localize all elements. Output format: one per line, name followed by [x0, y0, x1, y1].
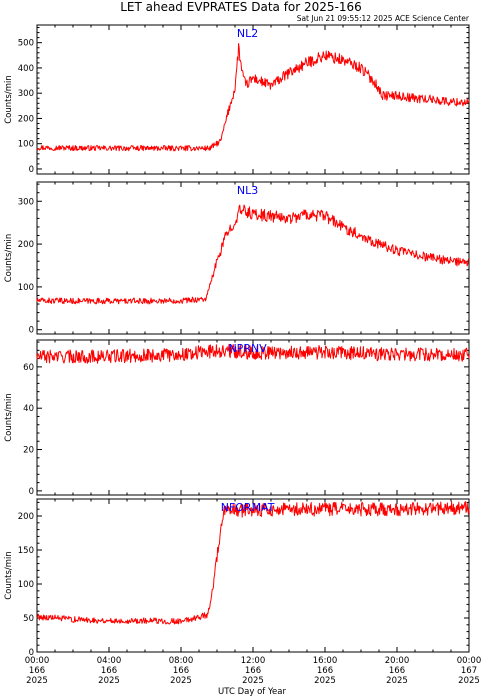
series-line-nprnv: [36, 343, 470, 364]
y-tick-label: 500: [18, 39, 34, 49]
x-tick-time: 20:00: [385, 656, 410, 666]
y-tick-label: 60: [23, 363, 34, 373]
x-tick-year: 2025: [458, 676, 480, 686]
x-tick-year: 2025: [98, 676, 120, 686]
x-tick-time: 00:00: [457, 656, 482, 666]
panel-label: NL3: [237, 184, 258, 197]
x-tick-doy: 166: [389, 666, 405, 676]
x-tick-time: 16:00: [313, 656, 338, 666]
panel-frame: [36, 181, 470, 335]
x-tick-time: 00:00: [25, 656, 50, 666]
panel-nformat: 0 50 100 150 200 Counts/min NFORMAT: [4, 498, 470, 658]
x-tick-doy: 166: [245, 666, 261, 676]
x-tick-time: 08:00: [169, 656, 194, 666]
y-tick-label: 0: [29, 648, 34, 658]
panels: 0100200300400500Counts/minNL20100200300C…: [4, 24, 470, 658]
chart-subtitle: Sat Jun 21 09:55:12 2025 ACE Science Cen…: [297, 14, 470, 23]
y-tick-label: 100: [18, 580, 34, 590]
y-tick-label: 40: [23, 404, 34, 414]
x-tick-time: 04:00: [97, 656, 122, 666]
x-tick-doy: 166: [29, 666, 45, 676]
x-tick-year: 2025: [26, 676, 48, 686]
y-tick-label: 300: [18, 89, 34, 99]
x-tick-doy: 167: [461, 666, 477, 676]
panel-frame: [36, 339, 470, 496]
series-line-nl3: [36, 204, 470, 305]
y-axis-label: Counts/min: [4, 234, 14, 283]
x-axis-label: UTC Day of Year: [218, 687, 286, 697]
y-tick-label: 200: [18, 512, 34, 522]
series-line-nformat: [36, 501, 470, 625]
panel-nprnv: 0 20 40 60 Counts/min NPRNV: [4, 339, 470, 497]
x-tick-time: 12:00: [241, 656, 266, 666]
panel-label: NPRNV: [228, 342, 267, 355]
series-line-nl2: [36, 42, 470, 152]
panel-label: NL2: [237, 27, 258, 40]
panel-frame: [36, 498, 470, 653]
y-tick-label: 300: [18, 197, 34, 207]
panel-nl2: 0 100 200 300 400 500 Counts/min NL2: [4, 24, 470, 175]
x-tick-year: 2025: [386, 676, 408, 686]
y-tick-label: 0: [29, 326, 34, 336]
x-tick-doy: 166: [101, 666, 117, 676]
y-tick-label: 100: [18, 140, 34, 150]
y-tick-label: 20: [23, 446, 34, 456]
y-tick-label: 0: [29, 487, 34, 497]
y-tick-label: 200: [18, 240, 34, 250]
x-tick-year: 2025: [170, 676, 192, 686]
y-tick-label: 200: [18, 114, 34, 124]
x-tick-doy: 166: [317, 666, 333, 676]
panel-label: NFORMAT: [221, 501, 275, 514]
y-tick-label: 0: [29, 165, 34, 175]
y-tick-label: 100: [18, 283, 34, 293]
y-axis-label: Counts/min: [4, 75, 14, 124]
y-tick-label: 150: [18, 546, 34, 556]
y-tick-label: 50: [23, 614, 34, 624]
panel-nl3: 0 100 200 300 Counts/min NL3: [4, 181, 470, 336]
x-tick-year: 2025: [242, 676, 264, 686]
y-tick-label: 400: [18, 64, 34, 74]
y-axis-label: Counts/min: [4, 551, 14, 600]
x-axis: 00:00166202504:00166202508:00166202512:0…: [25, 656, 482, 686]
x-tick-doy: 166: [173, 666, 189, 676]
y-axis-label: Counts/min: [4, 393, 14, 442]
x-tick-year: 2025: [314, 676, 336, 686]
chart-title: LET ahead EVPRATES Data for 2025-166: [120, 0, 362, 14]
